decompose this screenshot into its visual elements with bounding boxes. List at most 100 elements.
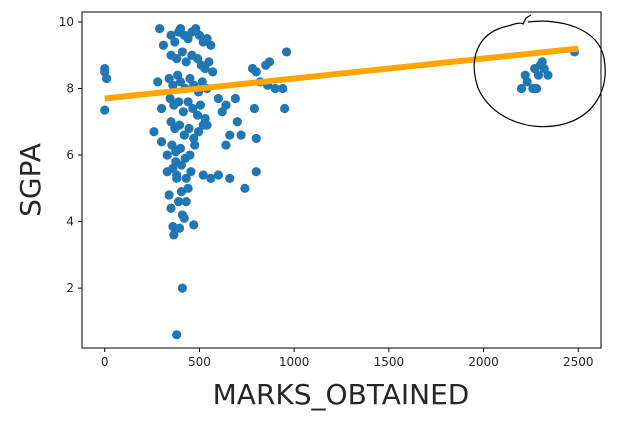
scatter-point	[172, 170, 182, 180]
y-axis-ticks: 2 4 6 8 10	[59, 15, 82, 295]
scatter-point	[192, 53, 203, 64]
scatter-point	[522, 77, 532, 87]
scatter-point	[172, 53, 182, 64]
scatter-point	[174, 120, 185, 130]
scatter-point	[213, 93, 223, 104]
scatter-point	[270, 83, 280, 94]
scatter-point	[166, 30, 176, 40]
x-tick-label: 1000	[279, 355, 310, 369]
scatter-point	[184, 123, 194, 134]
scatter-point	[208, 67, 218, 77]
x-tick-label: 0	[101, 355, 109, 369]
scatter-point	[531, 83, 542, 94]
y-tick-label: 10	[59, 15, 74, 29]
regression-line-group	[104, 45, 579, 102]
scatter-point	[149, 127, 159, 137]
plot-frame	[81, 11, 602, 349]
scatter-point	[251, 133, 261, 144]
x-tick-label: 2500	[563, 355, 594, 369]
scatter-point	[232, 117, 242, 127]
scatter-point	[225, 173, 235, 183]
x-tick-label: 500	[188, 355, 211, 369]
scatter-point	[202, 120, 212, 130]
scatter-point	[197, 77, 207, 87]
scatter-point	[175, 143, 186, 153]
scatter-point	[153, 77, 163, 87]
scatter-point	[176, 160, 187, 170]
scatter-point	[156, 103, 167, 114]
scatter-point	[200, 63, 210, 74]
scatter-point	[175, 77, 186, 87]
scatter-point	[185, 150, 195, 160]
scatter-point	[156, 137, 167, 147]
scatter-point	[179, 130, 189, 140]
scatter-point	[280, 103, 290, 114]
scatter-point	[181, 57, 191, 67]
scatter-point	[217, 107, 227, 117]
scatter-point	[213, 170, 223, 180]
scatter-point	[165, 93, 175, 104]
scatter-point	[174, 197, 184, 207]
regression-line	[104, 45, 579, 102]
scatter-point	[236, 130, 246, 140]
scatter-point	[174, 223, 185, 233]
scatter-point	[183, 97, 193, 107]
scatter-point	[221, 100, 231, 110]
scatter-point	[102, 73, 112, 84]
scatter-point	[543, 70, 553, 80]
scatter-point	[172, 330, 182, 340]
scatter-point	[181, 197, 191, 207]
scatter-point	[202, 34, 212, 44]
scatter-point	[177, 47, 187, 57]
scatter-point	[221, 140, 231, 150]
scatter-point	[189, 220, 199, 230]
scatter-point	[100, 105, 110, 115]
scatter-point	[162, 150, 172, 160]
scatter-point	[185, 73, 195, 84]
y-tick-label: 4	[66, 215, 74, 229]
scatter-point	[193, 127, 204, 137]
y-axis-label: SGPA	[14, 143, 47, 217]
x-tick-label: 2000	[468, 355, 499, 369]
y-tick-label: 6	[66, 148, 74, 162]
scatter-point	[251, 67, 261, 77]
scatter-point	[251, 167, 261, 177]
scatter-point	[191, 24, 201, 34]
scatter-point	[190, 140, 200, 150]
scatter-point	[192, 110, 203, 120]
scatter-point	[206, 40, 216, 50]
scatter-point	[168, 80, 178, 90]
y-tick-label: 2	[66, 281, 74, 295]
scatter-point	[183, 34, 193, 44]
scatter-point	[194, 30, 205, 40]
scatter-point	[181, 173, 191, 183]
scatter-point	[206, 173, 216, 183]
scatter-point	[516, 83, 527, 94]
x-axis-label: MARKS_OBTAINED	[213, 378, 470, 411]
scatter-point	[249, 103, 259, 114]
scatter-point	[179, 213, 189, 223]
scatter-point	[188, 103, 198, 114]
scatter-point	[168, 163, 178, 173]
x-tick-label: 1500	[374, 355, 405, 369]
x-axis-ticks: 0 500 1000 1500 2000 2500	[101, 348, 594, 369]
scatter-point	[166, 203, 176, 213]
scatter-point	[186, 167, 196, 177]
scatter-point	[158, 40, 169, 50]
scatter-point	[264, 57, 275, 67]
y-tick-label: 8	[66, 82, 74, 96]
scatter-point	[195, 100, 205, 110]
scatter-point	[225, 130, 235, 140]
scatter-point	[178, 107, 188, 117]
scatter-point	[166, 117, 176, 127]
scatter-point	[164, 73, 174, 84]
scatter-point	[177, 283, 187, 293]
scatter-point	[183, 183, 193, 193]
scatter-point	[539, 63, 549, 74]
scatter-point	[170, 37, 180, 47]
scatter-point	[155, 24, 165, 34]
scatter-point	[533, 70, 544, 80]
scatter-point	[169, 230, 179, 240]
scatter-point	[230, 93, 241, 104]
